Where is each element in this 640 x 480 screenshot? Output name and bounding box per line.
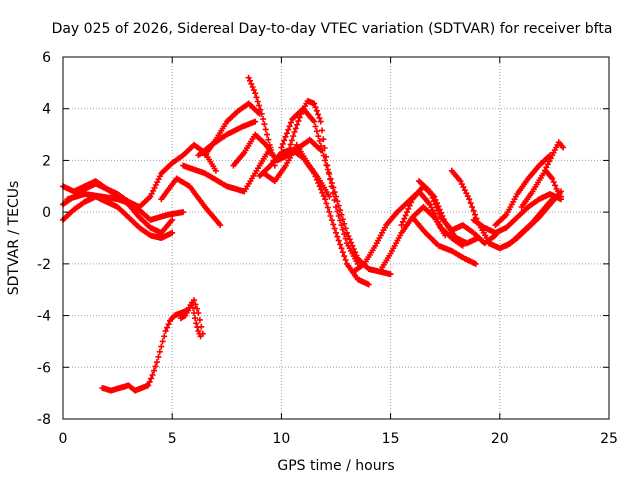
y-tick-label: 6 — [42, 50, 51, 66]
x-tick-label: 25 — [600, 431, 618, 447]
grid — [63, 57, 609, 419]
data-series — [485, 193, 558, 252]
data-points — [542, 167, 564, 200]
data-series — [542, 167, 564, 200]
data-series — [416, 178, 499, 247]
x-axis-title: GPS time / hours — [277, 458, 394, 474]
data-points — [180, 144, 274, 195]
x-axis: 0 5 10 15 20 25 — [59, 57, 618, 447]
data-series — [409, 214, 479, 267]
y-tick-label: -2 — [37, 257, 51, 273]
data-series — [64, 191, 187, 223]
data-points — [202, 100, 263, 159]
data-points — [492, 152, 553, 229]
y-tick-label: 4 — [42, 102, 51, 118]
data-series — [202, 100, 263, 159]
x-tick-label: 15 — [382, 431, 400, 447]
y-tick-label: -8 — [37, 412, 51, 428]
y-axis: -8 -6 -4 -2 0 2 4 6 — [37, 50, 609, 428]
data-points — [158, 175, 224, 229]
y-tick-label: 2 — [42, 153, 51, 169]
data-points — [470, 191, 564, 236]
data-points — [376, 204, 449, 275]
data-series — [376, 204, 449, 275]
data-series — [60, 141, 219, 210]
x-tick-label: 0 — [59, 431, 68, 447]
data-series — [470, 191, 564, 236]
data-points — [177, 297, 206, 337]
data-points — [416, 178, 499, 247]
x-tick-label: 5 — [168, 431, 177, 447]
data-series — [158, 175, 224, 229]
y-tick-label: 0 — [42, 205, 51, 221]
x-tick-label: 10 — [272, 431, 290, 447]
y-axis-title: SDTVAR / TECUs — [6, 181, 22, 296]
data-points — [485, 193, 558, 252]
data-layer — [60, 74, 567, 394]
data-points — [260, 141, 333, 200]
data-series — [180, 144, 274, 195]
data-points — [60, 141, 219, 210]
data-points — [350, 188, 466, 275]
x-tick-label: 20 — [491, 431, 509, 447]
chart-title: Day 025 of 2026, Sidereal Day-to-day VTE… — [52, 21, 613, 37]
data-series — [350, 188, 466, 275]
data-points — [64, 191, 187, 223]
data-series — [492, 152, 553, 229]
data-series — [260, 141, 333, 200]
plot-frame — [62, 56, 610, 420]
y-tick-label: -4 — [37, 309, 51, 325]
data-points — [409, 214, 479, 267]
y-tick-label: -6 — [37, 360, 51, 376]
data-series — [177, 297, 206, 337]
